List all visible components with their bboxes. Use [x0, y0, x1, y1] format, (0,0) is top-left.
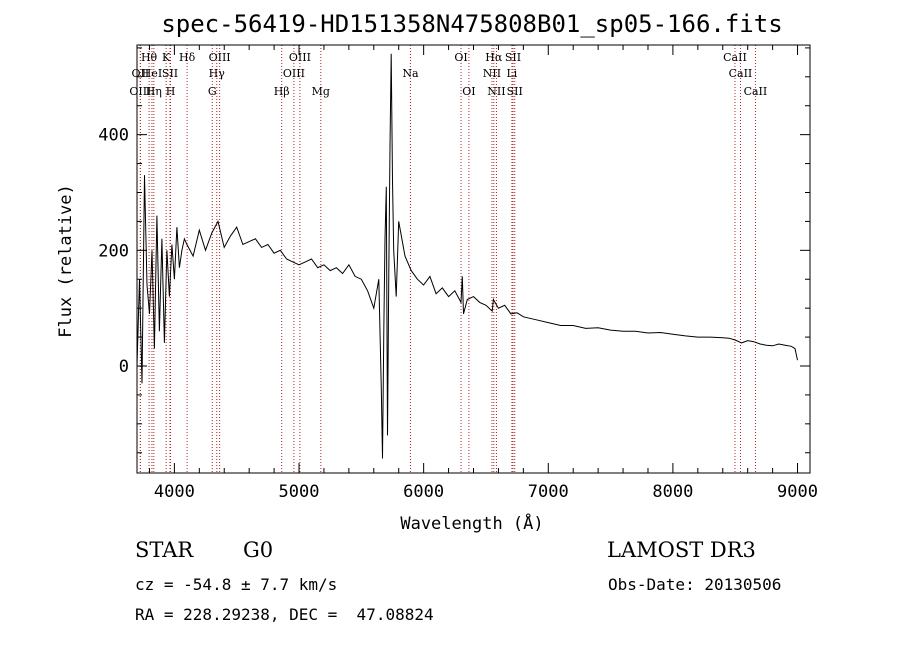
y-axis-label: Flux (relative) [56, 184, 76, 338]
line-label: NII [487, 85, 505, 98]
line-label: CaII [744, 85, 768, 98]
redshift-velocity: cz = -54.8 ± 7.7 km/s [135, 575, 338, 594]
object-subclass: G0 [243, 538, 274, 562]
spectral-line-markers [139, 45, 756, 473]
line-label: OIII [209, 51, 231, 64]
line-label: Na [402, 67, 419, 80]
line-label: OI [454, 51, 467, 64]
line-label: Hη [146, 85, 162, 98]
chart-title: spec-56419-HD151358N475808B01_sp05-166.f… [161, 10, 782, 38]
spectrum-series-line [136, 53, 798, 459]
x-tick-label: 8000 [652, 482, 693, 502]
line-label: Hα [485, 51, 503, 64]
line-label: OI [462, 85, 475, 98]
plot-frame [136, 44, 811, 474]
spectral-line-labels: OII OIII Hθ HeI Hη K SII H Hδ OIII Hγ G Hβ OIII OIII Mg… [129, 51, 767, 98]
line-label: OIII [129, 85, 151, 98]
x-tick-label: 5000 [279, 482, 320, 502]
x-axis-ticks: 4000 5000 6000 7000 8000 9000 [148, 45, 818, 502]
y-tick-label: 0 [119, 357, 129, 377]
x-axis-label: Wavelength (Å) [400, 512, 543, 534]
line-label: OIII [289, 51, 311, 64]
x-tick-label: 4000 [154, 482, 195, 502]
line-label: Hθ [141, 51, 158, 64]
coordinates: RA = 228.29238, DEC = 47.08824 [135, 605, 434, 624]
x-tick-label: 6000 [403, 482, 444, 502]
y-axis-ticks: 0 200 400 [98, 47, 810, 454]
line-label: SII [507, 85, 523, 98]
line-label: Li [506, 67, 517, 80]
observation-date: Obs-Date: 20130506 [608, 575, 782, 594]
line-label: Hδ [179, 51, 196, 64]
y-tick-label: 400 [98, 126, 129, 146]
line-label: Hβ [274, 85, 290, 98]
line-label: G [208, 85, 217, 98]
line-label: OIII [283, 67, 305, 80]
line-label: HeI [142, 67, 162, 80]
line-label: SII [162, 67, 178, 80]
x-tick-label: 7000 [528, 482, 569, 502]
line-label: OII [132, 67, 150, 80]
object-class: STAR [135, 538, 194, 562]
line-label: Mg [312, 85, 330, 98]
line-label: NII [483, 67, 501, 80]
survey-name: LAMOST DR3 [607, 538, 756, 562]
line-label: CaII [723, 51, 747, 64]
line-label: Hγ [209, 67, 226, 80]
line-label: K [162, 51, 171, 64]
y-tick-label: 200 [98, 241, 129, 261]
x-tick-label: 9000 [777, 482, 818, 502]
line-label: SII [505, 51, 521, 64]
line-label: CaII [729, 67, 753, 80]
line-label: H [166, 85, 176, 98]
